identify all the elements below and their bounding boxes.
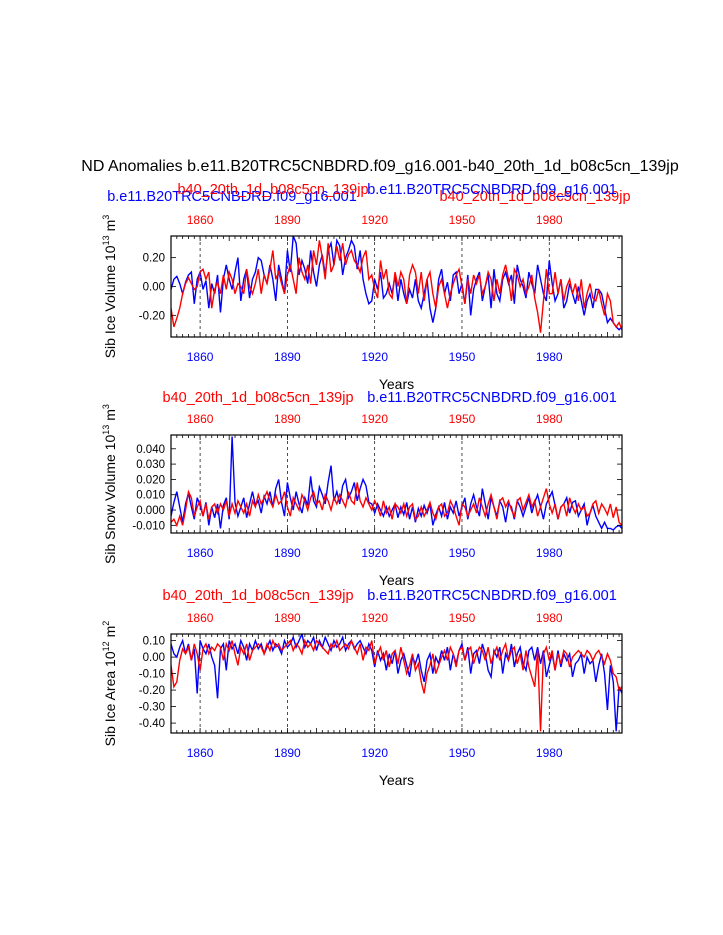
x-tick-label-top: 1920 [361, 213, 388, 227]
y-tick-label: -0.20 [139, 685, 165, 697]
y-axis-title: Sib Snow Volume 1013m3 [101, 404, 118, 564]
x-tick-label-top: 1890 [274, 412, 301, 426]
panel-title-right: b.e11.B20TRC5CNBDRD.f09_g16.001 [367, 390, 617, 406]
y-tick-label: -0.40 [139, 718, 165, 730]
y-tick-label: 0.010 [136, 490, 165, 502]
series-line [171, 638, 622, 732]
y-tick-label: -0.30 [139, 702, 165, 714]
y-tick-label: 0.00 [143, 282, 165, 294]
x-tick-label-top: 1860 [187, 213, 214, 227]
x-axis-title: Years [379, 772, 414, 788]
y-tick-label: 0.020 [136, 474, 165, 486]
plot-frame [170, 434, 623, 534]
y-tick-label: 0.10 [143, 636, 165, 648]
y-tick-label: 0.20 [143, 253, 165, 265]
panel-title-left: b40_20th_1d_b08c5cn_139jp [162, 390, 353, 406]
x-tick-label-top: 1950 [449, 412, 476, 426]
x-tick-label-top: 1980 [536, 213, 563, 227]
x-tick-label-top: 1950 [449, 213, 476, 227]
panel-title-right: b40_20th_1d_b08c5cn_139jp [439, 189, 630, 205]
x-tick-label-top: 1860 [187, 611, 214, 625]
x-tick-label-bottom: 1920 [361, 350, 388, 364]
y-axis-title: Sib Ice Volume 1013m3 [101, 215, 118, 359]
x-tick-label-bottom: 1950 [449, 350, 476, 364]
series-line [171, 436, 622, 531]
y-tick-label: -0.010 [132, 520, 165, 532]
x-tick-label-bottom: 1980 [536, 350, 563, 364]
x-tick-label-bottom: 1860 [187, 746, 214, 760]
x-tick-label-bottom: 1980 [536, 546, 563, 560]
x-tick-label-bottom: 1890 [274, 350, 301, 364]
y-tick-label: 0.00 [143, 652, 165, 664]
figure-title: ND Anomalies b.e11.B20TRC5CNBDRD.f09_g16… [81, 158, 679, 175]
x-axis-title: Years [379, 572, 414, 588]
plot-frame [170, 633, 623, 734]
y-axis-title: Sib Ice Area 1012m2 [101, 621, 118, 747]
series-line [171, 482, 622, 528]
y-tick-label: 0.040 [136, 444, 165, 456]
panel-title-left: b40_20th_1d_b08c5cn_139jp [162, 588, 353, 604]
x-tick-label-top: 1950 [449, 611, 476, 625]
x-tick-label-top: 1980 [536, 412, 563, 426]
x-tick-label-bottom: 1950 [449, 546, 476, 560]
x-tick-label-top: 1860 [187, 412, 214, 426]
panel-title-left: b.e11.B20TRC5CNBDRD.f09_g16.001 [107, 189, 357, 205]
x-tick-label-bottom: 1890 [274, 746, 301, 760]
x-axis-title: Years [379, 376, 414, 392]
panel-ice-area: 1860 1890 1920 1950 1980 1860 1890 1920 1950 1980… [101, 588, 623, 788]
x-tick-label-top: 1890 [274, 611, 301, 625]
x-tick-label-bottom: 1980 [536, 746, 563, 760]
panel-title-right: b.e11.B20TRC5CNBDRD.f09_g16.001 [367, 588, 617, 604]
x-tick-label-top: 1920 [361, 611, 388, 625]
x-tick-label-bottom: 1920 [361, 746, 388, 760]
panel-snow-volume: 1860 1890 1920 1950 1980 1860 1890 1920 1950 1980… [101, 390, 623, 588]
x-tick-label-top: 1920 [361, 412, 388, 426]
y-tick-label: 0.030 [136, 459, 165, 471]
x-tick-label-top: 1890 [274, 213, 301, 227]
chart-panels: 1860 1890 1920 1950 1980 1860 1890 1920 1950 1980… [101, 182, 631, 788]
x-tick-label-top: 1980 [536, 611, 563, 625]
x-tick-label-bottom: 1860 [187, 546, 214, 560]
panel-ice-volume: 1860 1890 1920 1950 1980 1860 1890 1920 1950 1980… [101, 182, 631, 392]
x-tick-label-bottom: 1950 [449, 746, 476, 760]
y-tick-label: -0.10 [139, 669, 165, 681]
x-tick-label-bottom: 1920 [361, 546, 388, 560]
panel-title-left-overlay: b40_20th_1d_b08c5cn_139jp [177, 182, 368, 198]
x-tick-label-bottom: 1860 [187, 350, 214, 364]
x-tick-label-bottom: 1890 [274, 546, 301, 560]
panel-title-right-overlay: b.e11.B20TRC5CNBDRD.f09_g16.001 [367, 182, 617, 198]
y-tick-label: -0.20 [139, 310, 165, 322]
series-line [171, 634, 622, 732]
series-line [171, 240, 622, 333]
y-tick-label: 0.000 [136, 505, 165, 517]
